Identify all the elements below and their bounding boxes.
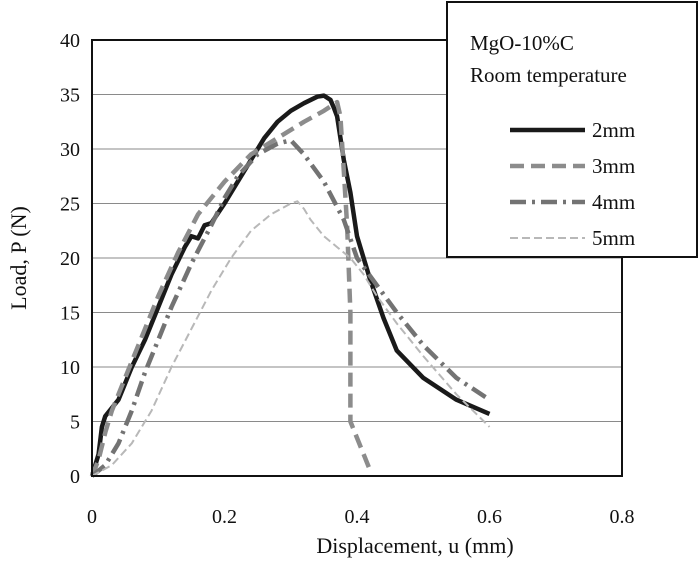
legend-entries: 2mm 3mm 4mm 5mm [510, 118, 635, 250]
legend-label: 5mm [592, 226, 635, 250]
x-tick-label: 0.4 [345, 506, 370, 528]
x-tick-label: 0.2 [212, 506, 237, 528]
y-tick-label: 0 [70, 466, 80, 488]
y-tick-label: 15 [60, 303, 80, 325]
legend-box [446, 1, 698, 258]
legend-label: 3mm [592, 154, 635, 178]
series-lines [89, 93, 491, 478]
x-axis-label: Displacement, u (mm) [316, 533, 513, 558]
y-tick-label: 25 [60, 194, 80, 216]
series-line-4mm [90, 138, 491, 478]
y-tick-label: 20 [60, 248, 80, 270]
x-tick-label: 0.6 [477, 506, 502, 528]
x-tick-labels: 0 0.2 0.4 0.6 0.8 [87, 506, 635, 528]
y-tick-label: 5 [70, 412, 80, 434]
y-tick-label: 35 [60, 85, 80, 107]
x-tick-label: 0.8 [610, 506, 635, 528]
legend-label: 2mm [592, 118, 635, 142]
series-line-3mm [89, 99, 373, 477]
y-tick-label: 10 [60, 357, 80, 379]
series-line-2mm [89, 93, 491, 477]
legend: MgO-10%C Room temperature 2mm 3mm 4mm 5mm [446, 1, 698, 258]
y-tick-label: 40 [60, 30, 80, 52]
legend-subtitle: Room temperature [470, 63, 627, 87]
legend-label: 4mm [592, 190, 635, 214]
y-tick-label: 30 [60, 139, 80, 161]
series-line-5mm [91, 200, 491, 477]
y-axis-label: Load, P (N) [6, 206, 31, 310]
x-tick-label: 0 [87, 506, 97, 528]
legend-title: MgO-10%C [470, 31, 574, 55]
y-tick-labels: 0 5 10 15 20 25 30 35 40 [60, 30, 80, 488]
